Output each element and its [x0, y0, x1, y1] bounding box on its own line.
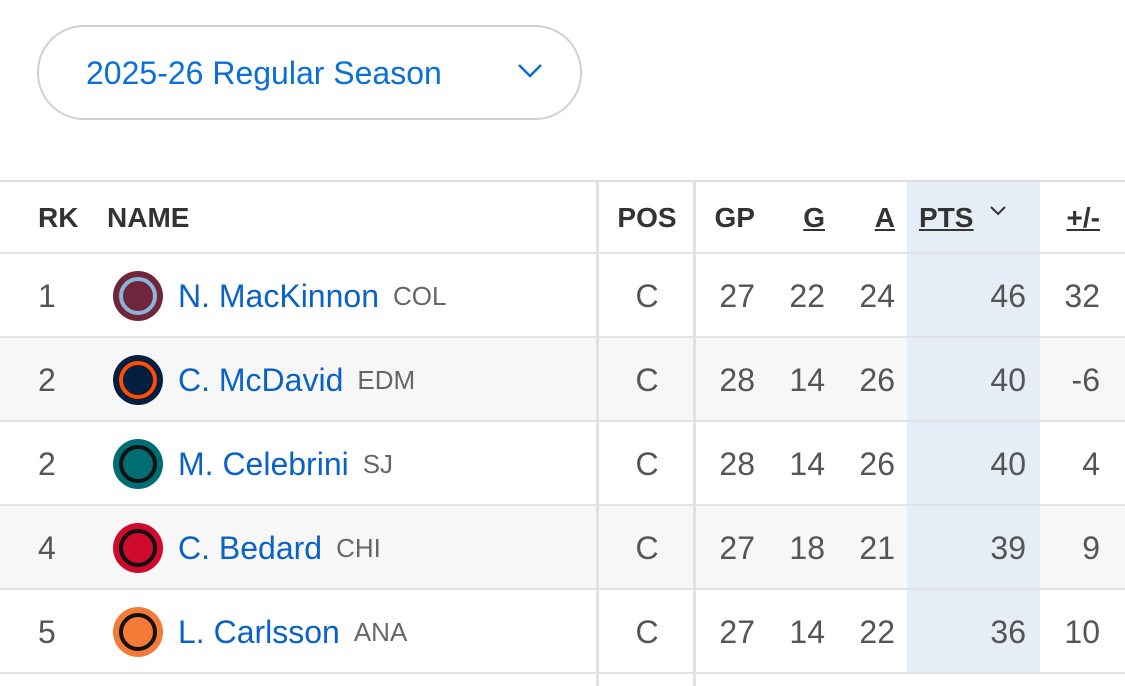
games-played: 27 — [719, 530, 755, 566]
points: 39 — [907, 506, 1040, 588]
assists: 26 — [859, 362, 895, 398]
games-played: 27 — [719, 614, 755, 650]
points: 46 — [907, 254, 1040, 336]
table-row[interactable]: 2 M. Celebrini SJ C 28 14 26 40 4 — [0, 422, 1125, 506]
games-played: 28 — [719, 446, 755, 482]
position: C — [635, 446, 659, 482]
plus-minus: 4 — [1082, 446, 1100, 482]
divider — [693, 182, 696, 686]
goals: 14 — [789, 614, 825, 650]
rank: 1 — [38, 278, 56, 314]
goals: 14 — [789, 362, 825, 398]
games-played: 28 — [719, 362, 755, 398]
table-row[interactable]: 2 C. McDavid EDM C 28 14 26 40 -6 — [0, 338, 1125, 422]
team-logo — [113, 607, 163, 657]
col-header: RK — [38, 202, 79, 233]
player-name[interactable]: M. Celebrini — [178, 446, 349, 482]
divider — [596, 182, 599, 686]
rank: 2 — [38, 446, 56, 482]
player-name[interactable]: L. Carlsson — [178, 614, 340, 650]
chevron — [518, 64, 542, 78]
player-name[interactable]: C. McDavid — [178, 362, 344, 398]
position: C — [635, 278, 659, 314]
rank: 4 — [38, 530, 56, 566]
col-header: GP — [714, 202, 755, 233]
stats-table: RK NAME POS GP G A PTS +/- 1 N. MacKinnon… — [0, 180, 1125, 686]
team-logo — [113, 439, 163, 489]
team: SJ — [362, 449, 394, 479]
assists: 24 — [859, 278, 895, 314]
player-cell: L. Carlsson ANA — [111, 590, 407, 674]
assists: 21 — [859, 530, 895, 566]
season-label: 2025-26 Regular Season — [86, 55, 442, 91]
assists: 26 — [859, 446, 895, 482]
sort-icon — [990, 206, 1007, 216]
player-name[interactable]: C. Bedard — [178, 530, 323, 566]
table-row[interactable]: 5 L. Carlsson ANA C 27 14 22 36 10 — [0, 590, 1125, 674]
header-row: RK NAME POS GP G A PTS +/- — [0, 182, 1125, 254]
position: C — [635, 362, 659, 398]
player-cell: N. MacKinnon COL — [111, 254, 446, 338]
player-cell: C. McDavid EDM — [111, 338, 415, 422]
position: C — [635, 614, 659, 650]
goals: 14 — [789, 446, 825, 482]
col-header[interactable]: +/- — [1066, 202, 1100, 233]
goals: 18 — [789, 530, 825, 566]
rank: 5 — [38, 614, 56, 650]
assists: 22 — [859, 614, 895, 650]
table-row[interactable]: 4 C. Bedard CHI C 27 18 21 39 9 — [0, 506, 1125, 590]
season-dropdown[interactable]: 2025-26 Regular Season — [37, 25, 582, 120]
player-name[interactable]: N. MacKinnon — [178, 278, 379, 314]
team-logo — [113, 355, 163, 405]
plus-minus: 10 — [1064, 614, 1100, 650]
plus-minus: -6 — [1071, 362, 1100, 398]
points: 40 — [907, 338, 1040, 420]
team: CHI — [336, 533, 381, 563]
games-played: 27 — [719, 278, 755, 314]
rank: 2 — [38, 362, 56, 398]
points: 40 — [907, 422, 1040, 504]
team-logo — [113, 523, 163, 573]
col-header: POS — [617, 202, 677, 233]
team-logo — [113, 271, 163, 321]
team: COL — [392, 281, 447, 311]
col-header[interactable]: G — [803, 202, 825, 233]
points: 36 — [907, 590, 1040, 672]
player-cell: M. Celebrini SJ — [111, 422, 393, 506]
team: EDM — [357, 365, 416, 395]
table-row[interactable]: 1 N. MacKinnon COL C 27 22 24 46 32 — [0, 254, 1125, 338]
team: ANA — [353, 617, 408, 647]
goals: 22 — [789, 278, 825, 314]
col-header: NAME — [107, 202, 190, 233]
col-header[interactable]: A — [874, 202, 895, 233]
sorted-col[interactable]: PTS — [907, 182, 1040, 252]
plus-minus: 32 — [1064, 278, 1100, 314]
plus-minus: 9 — [1082, 530, 1100, 566]
player-cell: C. Bedard CHI — [111, 506, 381, 590]
col-header[interactable]: PTS — [919, 202, 974, 233]
position: C — [635, 530, 659, 566]
